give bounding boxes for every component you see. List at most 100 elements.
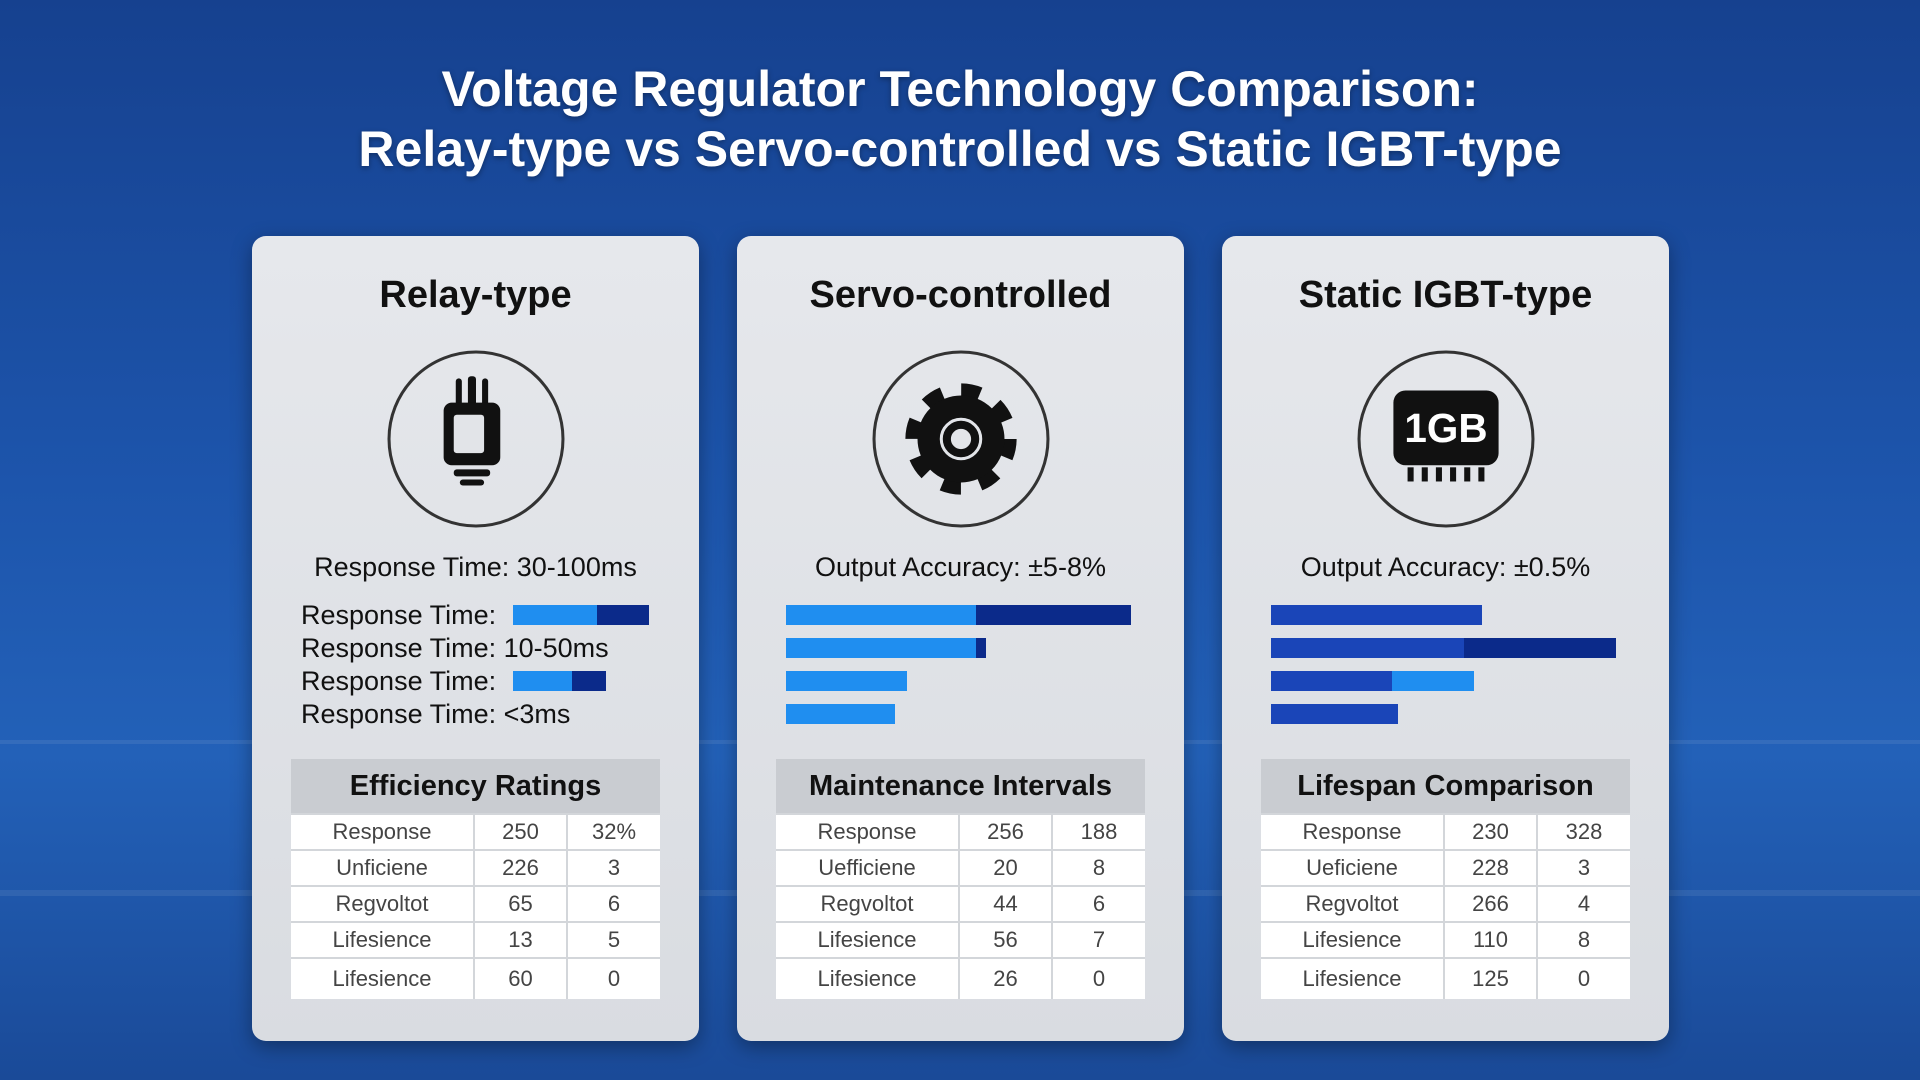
table-title: Efficiency Ratings <box>291 759 660 813</box>
table: Maintenance Intervals Response 256 188 Ueffi… <box>776 759 1145 999</box>
table-cell: 266 <box>1443 887 1536 921</box>
bar-segment <box>975 638 986 658</box>
relay-prong <box>482 378 489 407</box>
bar-segment <box>786 638 976 658</box>
card-subtitle: Output Accuracy: ±5-8% <box>815 552 1106 582</box>
row-label: Response Time: <box>301 666 497 696</box>
table-cell: Lifesience <box>332 966 432 991</box>
table-cell: Lifesience <box>817 966 917 991</box>
table-cell: 256 <box>958 815 1051 849</box>
table-cell: 0 <box>566 959 660 999</box>
table-cell: 226 <box>473 851 566 885</box>
gear-ring <box>917 395 1005 483</box>
bar-row <box>1222 669 1669 693</box>
table-cell: 20 <box>958 851 1051 885</box>
bar-segment <box>1271 605 1482 625</box>
chip-body <box>1393 390 1499 466</box>
table-cell: Regvoltot <box>1305 891 1399 916</box>
bar <box>513 605 649 625</box>
chip-label: 1GB <box>1404 405 1487 451</box>
bar-segment <box>975 605 1132 625</box>
table-cell: Unficiene <box>336 855 428 880</box>
table-cell: Lifesience <box>1302 966 1402 991</box>
table-cell: 44 <box>958 887 1051 921</box>
table-row: Lifesience 26 0 <box>776 957 1145 999</box>
table-row: Lifesience 125 0 <box>1261 957 1630 999</box>
table-cell: 6 <box>1051 887 1145 921</box>
table-row: Ueficiene 228 3 <box>1261 849 1630 885</box>
chip-pin <box>1464 467 1471 482</box>
bar-row: Response Time: <3ms <box>252 699 699 729</box>
table-cell: 0 <box>1536 959 1630 999</box>
bar-segment <box>1271 638 1465 658</box>
bar <box>1271 638 1617 658</box>
chip-pin <box>1478 467 1485 482</box>
table-cell: Regvoltot <box>820 891 914 916</box>
table-row: Response 250 32% <box>291 813 660 849</box>
bar-row <box>1222 636 1669 660</box>
table-cell: Ueficiene <box>1306 855 1398 880</box>
table-cell: 65 <box>473 887 566 921</box>
card-subtitle: Response Time: 30-100ms <box>314 552 637 582</box>
card: Servo-controlled Output Accuracy: ±5-8% Ma… <box>737 236 1184 1041</box>
bar <box>1271 671 1475 691</box>
chip-pin <box>1407 467 1414 482</box>
icon: 1GB <box>1357 350 1535 528</box>
table-cell: 8 <box>1051 851 1145 885</box>
relay-prong <box>467 376 476 407</box>
table-cell: Response <box>332 819 432 844</box>
bar-row <box>737 603 1184 627</box>
bar-row: Response Time: 10-50ms <box>252 633 699 663</box>
table-row: Regvoltot 266 4 <box>1261 885 1630 921</box>
icon-circle <box>872 350 1050 528</box>
bar-segment <box>786 671 908 691</box>
bar-row <box>1222 702 1669 726</box>
table-cell: 3 <box>566 851 660 885</box>
bar <box>786 638 986 658</box>
table-cell: Response <box>817 819 917 844</box>
table-cell: 188 <box>1051 815 1145 849</box>
row-label: Response Time: 10-50ms <box>301 633 609 663</box>
bar-segment <box>513 671 572 691</box>
table-cell: 228 <box>1443 851 1536 885</box>
table-cell: 60 <box>473 959 566 999</box>
gear-hub <box>942 420 980 458</box>
table-cell: Lifesience <box>332 927 432 952</box>
table-cell: 110 <box>1443 923 1536 957</box>
table-cell: 0 <box>1051 959 1145 999</box>
bar-segment <box>1271 671 1393 691</box>
bar <box>513 671 607 691</box>
table-cell: 125 <box>1443 959 1536 999</box>
bar-row: Response Time: <box>252 600 699 630</box>
table-row: Regvoltot 44 6 <box>776 885 1145 921</box>
row-label: Response Time: <3ms <box>301 699 571 729</box>
table-cell: 230 <box>1443 815 1536 849</box>
table-cell: 328 <box>1536 815 1630 849</box>
table-cell: 26 <box>958 959 1051 999</box>
bar <box>786 704 895 724</box>
bar-row <box>737 636 1184 660</box>
table-title: Maintenance Intervals <box>776 759 1145 813</box>
card-title: Servo-controlled <box>809 274 1112 316</box>
bar-row <box>737 669 1184 693</box>
table-row: Lifesience 13 5 <box>291 921 660 957</box>
table-cell: 32% <box>566 815 660 849</box>
bar-segment <box>597 605 649 625</box>
table-cell: Lifesience <box>817 927 917 952</box>
bar-row <box>737 702 1184 726</box>
table-cell: 5 <box>566 923 660 957</box>
table-cell: Response <box>1302 819 1402 844</box>
bar-segment <box>1464 638 1617 658</box>
icon <box>387 350 565 528</box>
table-cell: Regvoltot <box>335 891 429 916</box>
bar <box>786 671 908 691</box>
bar <box>1271 704 1399 724</box>
table-cell: 56 <box>958 923 1051 957</box>
table-row: Lifesience 56 7 <box>776 921 1145 957</box>
table-cell: 13 <box>473 923 566 957</box>
bar-segment <box>1392 671 1475 691</box>
card: Static IGBT-type 1GB Output Accuracy: ±0.5… <box>1222 236 1669 1041</box>
bar-segment <box>571 671 607 691</box>
row-label: Response Time: <box>301 600 497 630</box>
icon-circle <box>1357 350 1535 528</box>
